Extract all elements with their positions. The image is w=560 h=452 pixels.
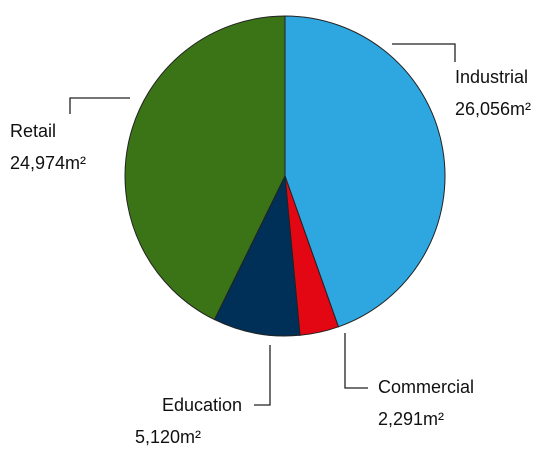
leader-line xyxy=(344,333,368,389)
leader-line xyxy=(254,345,271,406)
value-label: 2,291m² xyxy=(378,409,444,429)
value-label: 24,974m² xyxy=(10,153,86,173)
pie-slice xyxy=(124,15,286,321)
value-label: 26,056m² xyxy=(455,99,531,119)
leader-line xyxy=(69,97,130,114)
pie-slice xyxy=(213,174,301,337)
slice-label: Education xyxy=(162,395,242,415)
slice-label: Industrial xyxy=(455,67,528,87)
slice-label: Retail xyxy=(10,121,56,141)
pie-slice xyxy=(284,15,446,328)
slice-label: Commercial xyxy=(378,377,474,397)
value-label: 5,120m² xyxy=(135,427,201,447)
leader-line xyxy=(392,43,456,62)
